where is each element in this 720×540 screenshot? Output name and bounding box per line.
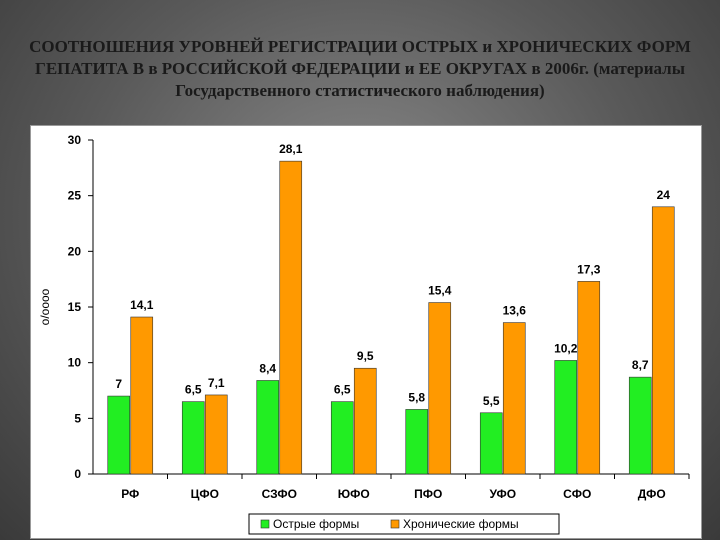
y-tick-label: 15 [68,300,82,314]
data-label: 15,4 [428,284,452,298]
chart-panel: 0 5 10 15 20 25 30 о/оооо 7 14,1 РФ 6,5 7,1 ЦФО 8,4 28,… [30,125,702,539]
bar-chronic [502,322,526,475]
bar-chronic [577,281,601,475]
legend-swatch [260,519,270,529]
y-tick-label: 0 [74,467,81,481]
bar-acute [628,376,652,475]
bar-acute [479,412,503,475]
data-label: 5,5 [483,394,500,408]
y-tick-label: 10 [68,356,82,370]
bar-chronic [204,394,228,475]
x-category-label: ПФО [414,487,442,501]
bar-acute [181,401,205,475]
data-label: 7,1 [208,376,225,390]
bar-acute [554,360,578,475]
bar-acute [405,409,429,475]
bar-chronic [428,302,452,475]
y-axis-title: о/оооо [38,288,52,325]
legend-box [248,513,560,535]
bar-acute [330,401,354,475]
data-label: 10,2 [554,341,578,355]
x-category-label: ЦФО [191,487,219,501]
x-category-label: РФ [121,487,139,501]
data-label: 17,3 [577,262,601,276]
x-category-label: СЗФО [262,487,297,501]
slide-title: СООТНОШЕНИЯ УРОВНЕЙ РЕГИСТРАЦИИ ОСТРЫХ и… [29,37,691,100]
y-tick-label: 20 [68,244,82,258]
bar-chart: 0 5 10 15 20 25 30 о/оооо 7 14,1 РФ 6,5 7,1 ЦФО 8,4 28,… [38,133,690,535]
x-category-label: ДФО [638,487,666,501]
bar-chronic [279,160,303,475]
data-label: 8,7 [632,358,649,372]
data-label: 9,5 [357,349,374,363]
bar-acute [256,380,280,475]
data-label: 28,1 [279,142,303,156]
data-label: 6,5 [185,383,202,397]
data-label: 7 [115,377,122,391]
bar-acute [107,395,131,475]
bar-chronic [651,206,675,475]
x-category-label: УФО [489,487,516,501]
legend-swatch [390,519,400,529]
y-tick-label: 25 [68,189,82,203]
legend-entry: Хронические формы [403,517,519,531]
data-label: 5,8 [408,390,425,404]
data-label: 13,6 [503,304,527,318]
x-category-label: ЮФО [338,487,370,501]
data-label: 8,4 [259,361,276,375]
bar-chronic [130,316,154,475]
data-label: 24 [657,188,671,202]
y-tick-label: 5 [74,411,81,425]
x-category-label: СФО [563,487,591,501]
data-label: 6,5 [334,383,351,397]
legend-entry: Острые формы [273,517,359,531]
data-label: 14,1 [130,298,154,312]
y-tick-label: 30 [68,133,82,147]
bar-chronic [353,367,377,475]
